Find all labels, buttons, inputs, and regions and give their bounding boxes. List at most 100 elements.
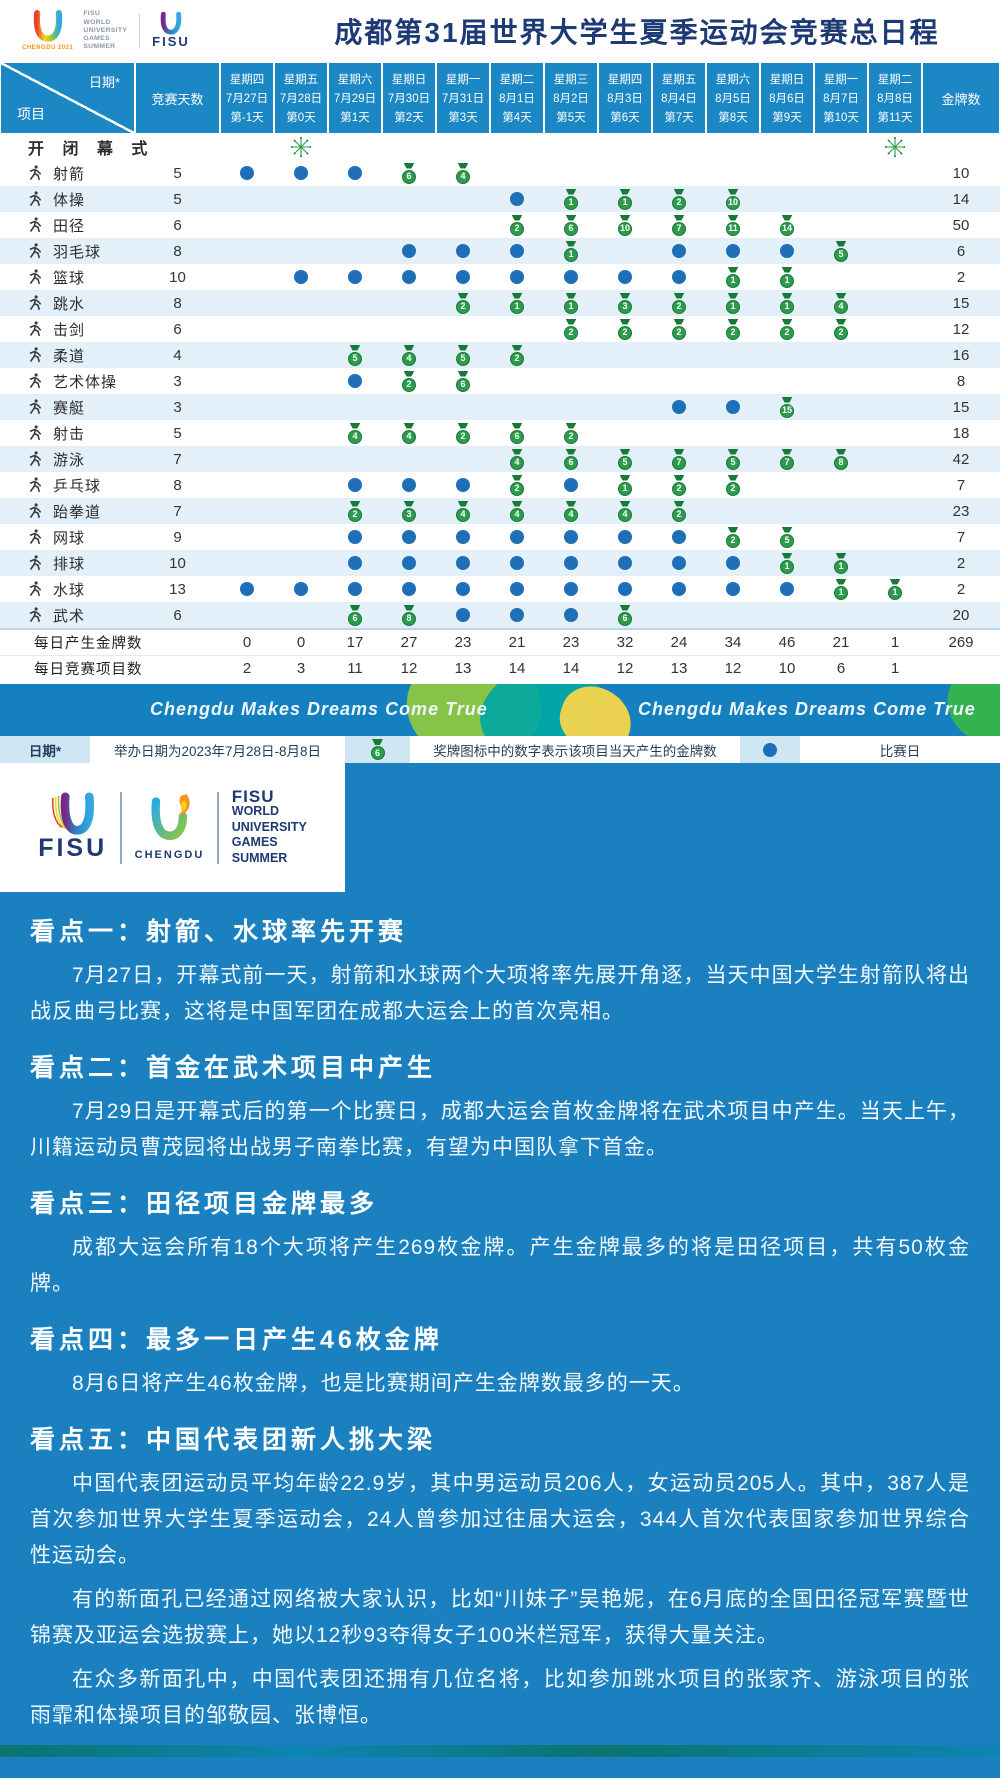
competition-day-dot: [456, 244, 470, 258]
sport-name: 艺术体操: [53, 373, 118, 391]
schedule-cell: 2: [672, 500, 686, 522]
sport-name: 体操: [53, 191, 86, 209]
schedule-cell: [402, 530, 416, 544]
schedule-cell: 4: [564, 500, 578, 522]
schedule-cell: 2: [456, 422, 470, 444]
medal-count: 2: [672, 481, 686, 496]
medal-count: 1: [726, 299, 740, 314]
header-weekday: 星期日: [391, 74, 427, 86]
schedule-cell: [510, 608, 524, 622]
sport-name: 田径: [53, 217, 86, 235]
competition-day-dot: [348, 478, 362, 492]
medal-ribbon: [403, 422, 415, 429]
medal-ribbon: [619, 604, 631, 611]
section-heading: 看点一：射箭、水球率先开赛: [30, 918, 408, 946]
competition-day-dot: [456, 270, 470, 284]
competition-days: 8: [173, 294, 182, 312]
schedule-cell: [564, 530, 578, 544]
competition-days: 5: [173, 424, 182, 442]
medal-ribbon: [349, 422, 361, 429]
summary-value: 46: [778, 634, 796, 651]
medal-count: 1: [564, 247, 578, 262]
medal-ribbon: [457, 422, 469, 429]
sport-row: 射箭 5 6 4 10: [0, 160, 1000, 186]
header-day-number: 第10天: [823, 112, 859, 124]
medal-ribbon: [673, 474, 685, 481]
medal-ribbon: [727, 474, 739, 481]
medal-count: 2: [564, 429, 578, 444]
schedule-cell: [618, 556, 632, 570]
fisu-wug-line: FISU: [83, 10, 101, 18]
medal-ribbon: [403, 162, 415, 169]
gold-medal-icon: 1: [726, 266, 740, 288]
schedule-cell: 2: [348, 500, 362, 522]
gold-medal-icon: 4: [564, 500, 578, 522]
table-tennis-icon: [29, 477, 42, 493]
schedule-cell: 2: [726, 526, 740, 548]
header-weekday: 星期日: [769, 74, 805, 86]
medal-ribbon: [457, 344, 469, 351]
schedule-cell: [726, 400, 740, 414]
summary-value: 32: [616, 634, 634, 651]
schedule-cell: 10: [726, 188, 740, 210]
schedule-cell: [402, 556, 416, 570]
medal-ribbon: [835, 448, 847, 455]
chengdu-logo: CHENGDU: [135, 794, 205, 861]
gold-total: 18: [952, 424, 970, 442]
gold-medal-icon: 10: [618, 214, 632, 236]
athletics-icon: [29, 217, 42, 233]
chengdu-mark-icon: [151, 794, 191, 841]
days-header-cell: 竞赛天数: [135, 62, 220, 134]
medal-ribbon: [403, 344, 415, 351]
shooting-icon: [29, 425, 42, 441]
gold-medal-icon: 1: [780, 292, 794, 314]
schedule-cell: 7: [780, 448, 794, 470]
summary-value: 2: [242, 660, 252, 677]
gold-total: 14: [952, 190, 970, 208]
gold-medal-icon: 2: [618, 318, 632, 340]
date-header-cell: 星期六 7月29日 第1天: [328, 62, 382, 134]
header-date: 8月5日: [715, 93, 751, 105]
schedule-cell: [564, 478, 578, 492]
ceremony-cell: [883, 135, 907, 159]
gold-medal-icon: 8: [402, 604, 416, 626]
sport-name-cell: 射击: [0, 423, 85, 444]
schedule-cell: [348, 556, 362, 570]
schedule-cell: [564, 556, 578, 570]
badminton-icon: [29, 243, 42, 259]
medal-ribbon: [781, 526, 793, 533]
sport-name: 柔道: [53, 347, 86, 365]
gold-medal-icon: 6: [456, 370, 470, 392]
schedule-cell: 7: [672, 214, 686, 236]
gold-medal-icon: 4: [834, 292, 848, 314]
medal-count: 6: [348, 611, 362, 626]
basketball-icon: [29, 269, 42, 285]
sport-name: 游泳: [53, 451, 86, 469]
section-paragraph: 有的新面孔已经通过网络被大家认识，比如“川妹子”吴艳妮，在6月底的全国田径冠军赛…: [30, 1588, 970, 1647]
medal-count: 1: [564, 299, 578, 314]
gold-total: 8: [956, 372, 966, 390]
medal-ribbon: [619, 474, 631, 481]
schedule-cell: [510, 582, 524, 596]
sport-name-cell: 赛艇: [0, 397, 85, 418]
gold-medal-icon: 5: [456, 344, 470, 366]
medal-count: 1: [780, 559, 794, 574]
sport-name-cell: 跳水: [0, 293, 85, 314]
schedule-cell: 6: [348, 604, 362, 626]
header-date: 8月2日: [553, 93, 589, 105]
schedule-cell: 2: [510, 344, 524, 366]
schedule-cell: 5: [726, 448, 740, 470]
medal-count: 2: [564, 325, 578, 340]
competition-days: 6: [173, 320, 182, 338]
fisu-wug-line: WORLD: [83, 18, 111, 26]
header-date: 8月3日: [607, 93, 643, 105]
medal-count: 15: [780, 403, 794, 418]
competition-day-dot: [240, 582, 254, 596]
gold-medal-icon: 1: [726, 292, 740, 314]
medal-count: 2: [618, 325, 632, 340]
competition-day-dot: [402, 556, 416, 570]
gold-medal-icon: 1: [510, 292, 524, 314]
schedule-cell: 2: [510, 214, 524, 236]
medal-ribbon: [403, 604, 415, 611]
schedule-cell: 4: [834, 292, 848, 314]
